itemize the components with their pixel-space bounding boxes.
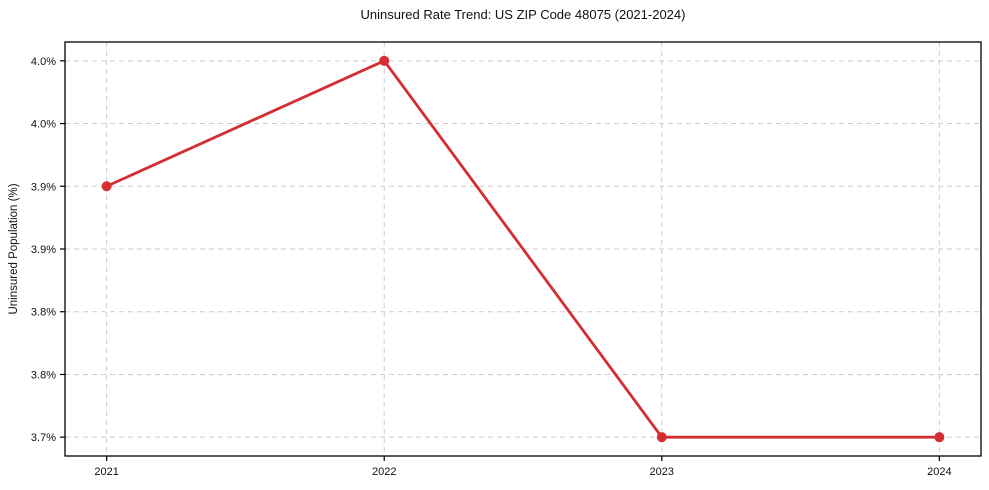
chart-title: Uninsured Rate Trend: US ZIP Code 48075 …: [360, 7, 686, 22]
y-tick-label: 3.9%: [31, 244, 56, 256]
trend-line: [105, 59, 941, 439]
x-tick-label: 2023: [650, 466, 674, 478]
data-point-marker: [934, 432, 945, 443]
data-point-marker: [101, 181, 112, 192]
y-tick-label: 4.0%: [31, 56, 56, 68]
x-tick-label: 2024: [927, 466, 951, 478]
data-point-marker: [379, 55, 390, 66]
plot-border: [64, 41, 982, 457]
y-tick-label: 4.0%: [31, 119, 56, 131]
x-tick-label: 2022: [372, 466, 396, 478]
y-tick-label: 3.9%: [31, 181, 56, 193]
data-point-marker: [656, 432, 667, 443]
x-tick-label: 2021: [94, 466, 118, 478]
y-tick-label: 3.8%: [31, 369, 56, 381]
y-tick-label: 3.7%: [31, 432, 56, 444]
y-tick-label: 3.8%: [31, 307, 56, 319]
